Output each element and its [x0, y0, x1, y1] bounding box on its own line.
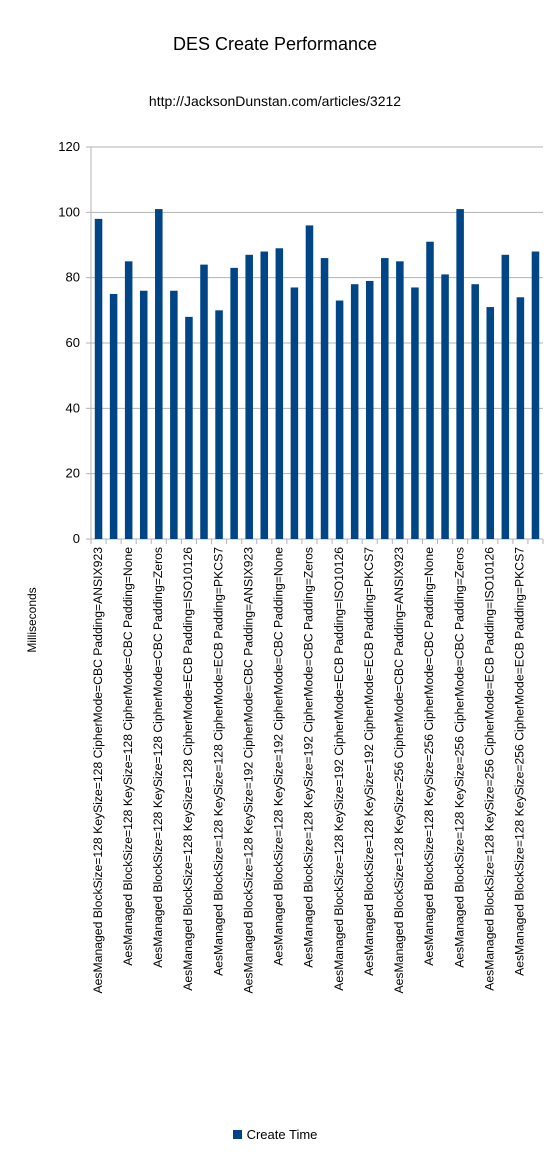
- x-tick-label: AesManaged BlockSize=128 KeySize=192 Cip…: [362, 547, 376, 976]
- bar: [200, 264, 208, 539]
- x-tick-label: AesManaged BlockSize=128 KeySize=128 Cip…: [181, 547, 195, 991]
- chart-title: DES Create Performance: [172, 34, 378, 54]
- bar: [350, 284, 359, 539]
- bar: [426, 241, 434, 539]
- x-tick-label: AesManaged BlockSize=128 KeySize=192 Cip…: [241, 547, 255, 994]
- y-tick-label: 0: [73, 531, 80, 546]
- bar: [155, 209, 163, 540]
- y-tick-label: 80: [66, 270, 80, 285]
- bar: [441, 274, 449, 539]
- bar: [124, 261, 133, 539]
- bar: [170, 290, 178, 539]
- bar: [396, 261, 404, 539]
- y-tick-label: 40: [66, 400, 80, 415]
- x-tick-label: AesManaged BlockSize=128 KeySize=256 Cip…: [513, 547, 527, 976]
- bar: [185, 316, 193, 539]
- x-tick-label: AesManaged BlockSize=128 KeySize=128 Cip…: [211, 547, 225, 976]
- bar: [275, 248, 284, 539]
- bar: [305, 225, 314, 539]
- bar: [486, 307, 495, 539]
- x-tick-label: AesManaged BlockSize=128 KeySize=256 Cip…: [422, 547, 436, 966]
- y-tick-label: 100: [58, 204, 80, 219]
- x-tick-label: AesManaged BlockSize=128 KeySize=256 Cip…: [392, 547, 406, 994]
- x-tick-label: AesManaged BlockSize=128 KeySize=192 Cip…: [332, 547, 346, 991]
- bar: [335, 300, 344, 539]
- y-tick-label: 20: [66, 466, 80, 481]
- bar: [320, 258, 329, 539]
- bar: [501, 254, 510, 540]
- bar: [516, 297, 525, 539]
- chart-subtitle: http://JacksonDunstan.com/articles/3212: [148, 93, 402, 109]
- x-tick-label: AesManaged BlockSize=128 KeySize=128 Cip…: [121, 547, 135, 966]
- bar: [94, 218, 103, 539]
- x-tick-label: AesManaged BlockSize=128 KeySize=128 Cip…: [151, 547, 165, 968]
- legend-label: Create Time: [246, 1127, 318, 1142]
- legend: Create Time: [0, 1127, 550, 1142]
- bar: [230, 267, 238, 539]
- x-tick-label: AesManaged BlockSize=128 KeySize=256 Cip…: [482, 547, 496, 991]
- bar: [365, 280, 374, 539]
- bar: [290, 287, 299, 539]
- x-tick-label: AesManaged BlockSize=128 KeySize=256 Cip…: [452, 547, 466, 968]
- x-tick-label: AesManaged BlockSize=128 KeySize=192 Cip…: [302, 547, 316, 968]
- bar: [471, 284, 479, 539]
- x-tick-label: AesManaged BlockSize=128 KeySize=192 Cip…: [272, 547, 286, 966]
- bar: [531, 251, 540, 540]
- bar: [215, 310, 223, 539]
- bar: [260, 251, 269, 540]
- legend-swatch: [232, 1130, 242, 1140]
- y-tick-label: 120: [58, 139, 80, 154]
- bar: [245, 254, 253, 540]
- bar: [381, 258, 389, 539]
- bar: [456, 209, 464, 540]
- bar: [411, 287, 419, 539]
- bar: [109, 294, 118, 539]
- x-tick-label: AesManaged BlockSize=128 KeySize=128 Cip…: [91, 547, 105, 994]
- y-tick-label: 60: [66, 335, 80, 350]
- bar: [139, 290, 148, 539]
